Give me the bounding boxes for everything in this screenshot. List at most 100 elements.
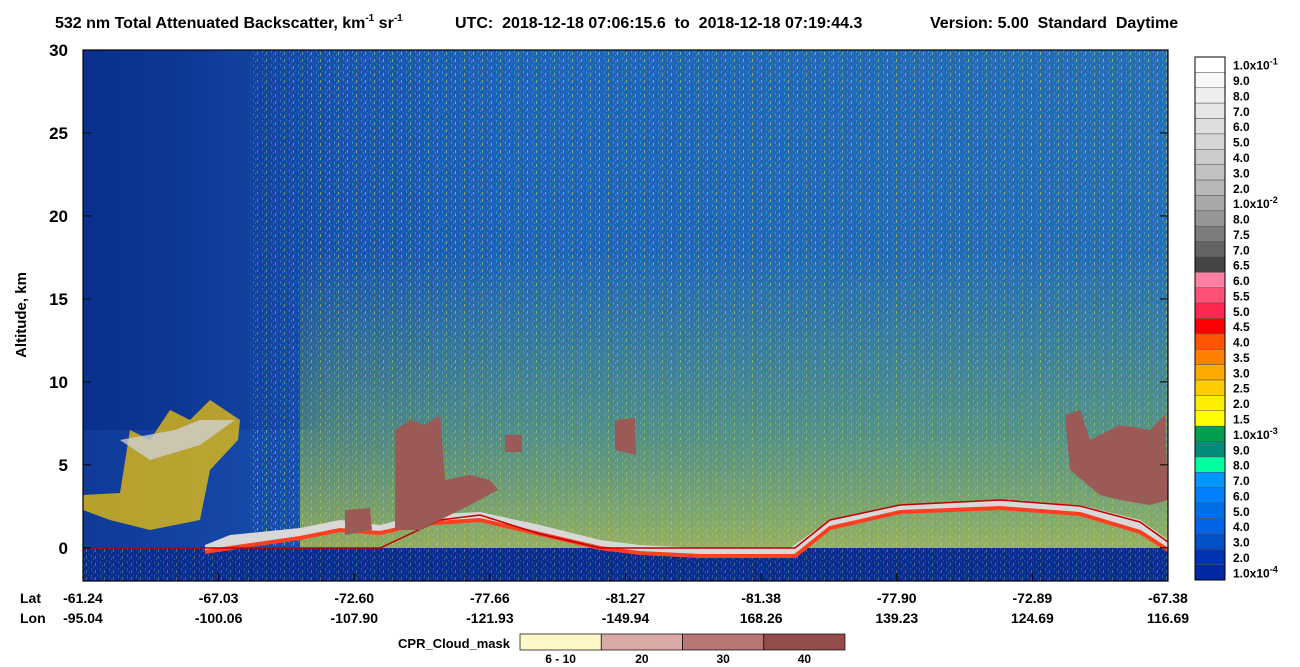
colorbar-label-text: 6.0 (1233, 120, 1250, 134)
backscatter-image (83, 50, 1170, 581)
colorbar-label: 2.0 (1233, 397, 1250, 411)
title-text: 532 nm Total Attenuated Backscatter, km (55, 15, 365, 32)
colorbar-label: 7.5 (1233, 228, 1250, 242)
colorbar-label-text: 3.0 (1233, 166, 1250, 180)
y-tick-label: 20 (49, 207, 68, 226)
colorbar-label-text: 6.0 (1233, 489, 1250, 503)
lat-label: -72.60 (334, 590, 374, 606)
colorbar-label-text: 8.0 (1233, 89, 1250, 103)
colorbar-swatch (1194, 472, 1226, 488)
utc-range: UTC: 2018-12-18 07:06:15.6 to 2018-12-18… (455, 15, 862, 32)
colorbar-swatch (1194, 87, 1226, 104)
colorbar-label: 8.0 (1233, 213, 1250, 227)
colorbar-label: 1.0x10-4 (1233, 564, 1278, 580)
colorbar-swatch (1194, 518, 1226, 535)
colorbar-swatch (1194, 364, 1226, 381)
lat-label: -67.38 (1148, 590, 1188, 606)
colorbar-label: 6.0 (1233, 274, 1250, 288)
colorbar-label: 9.0 (1233, 74, 1250, 88)
colorbar-swatch (1194, 502, 1226, 519)
lat-label: -67.03 (199, 590, 239, 606)
colorbar-label-text: 1.0x10 (1233, 428, 1270, 442)
axes: 0 5 10 15 20 25 30 Lat Lon -61.24 -95.04 -67.03 -100… (20, 41, 1278, 666)
colorbar-swatch (1194, 287, 1226, 304)
colorbar-label-text: 6.5 (1233, 259, 1250, 273)
colorbar-swatch (1194, 333, 1226, 350)
colorbar-label: 9.0 (1233, 443, 1250, 457)
y-tick-label: 5 (59, 456, 68, 475)
colorbar-label: 4.5 (1233, 320, 1250, 334)
colorbar-label-text: 8.0 (1233, 213, 1250, 227)
lon-label: -149.94 (602, 610, 650, 626)
colorbar-label-text: 2.0 (1233, 182, 1250, 196)
lat-row-title: Lat (20, 590, 41, 606)
colorbar-swatch (1194, 533, 1226, 550)
cloud-mask-title: CPR_Cloud_mask (398, 636, 511, 651)
colorbar-swatch (1194, 195, 1226, 212)
colorbar-swatch (1194, 379, 1226, 396)
lon-label: -100.06 (195, 610, 243, 626)
title: 532 nm Total Attenuated Backscatter, km-… (55, 13, 1178, 32)
colorbar-swatch (1194, 272, 1226, 288)
colorbar-label: 7.0 (1233, 243, 1250, 257)
colorbar-label-text: 3.0 (1233, 536, 1250, 550)
cloud-mask-label: 20 (635, 652, 649, 666)
colorbar-label: 2.5 (1233, 382, 1250, 396)
colorbar-label: 3.5 (1233, 351, 1250, 365)
y-axis-label: Altitude, km (13, 272, 30, 358)
colorbar-swatch (1194, 241, 1226, 258)
colorbar-label-sup: -3 (1270, 426, 1278, 436)
colorbar-swatch (1194, 118, 1226, 135)
title-sup: -1 (365, 13, 374, 24)
colorbar-swatch (1194, 425, 1226, 442)
colorbar-label: 3.0 (1233, 366, 1250, 380)
colorbar-label-text: 7.0 (1233, 243, 1250, 257)
colorbar-label: 6.0 (1233, 489, 1250, 503)
colorbar-label: 1.0x10-3 (1233, 426, 1278, 442)
colorbar-swatch (1194, 564, 1226, 581)
lon-label: 124.69 (1011, 610, 1054, 626)
colorbar-swatch (1194, 395, 1226, 412)
colorbar-label: 4.0 (1233, 151, 1250, 165)
y-tick-label: 15 (49, 290, 68, 309)
cloud-mask-label: 30 (716, 652, 730, 666)
colorbar-label-text: 9.0 (1233, 443, 1250, 457)
colorbar-label-text: 2.0 (1233, 397, 1250, 411)
lon-row-title: Lon (20, 610, 46, 626)
colorbar-label-text: 2.0 (1233, 551, 1250, 565)
lat-label: -81.27 (606, 590, 646, 606)
colorbar-label-text: 5.5 (1233, 289, 1250, 303)
colorbar-label-text: 9.0 (1233, 74, 1250, 88)
colorbar-label: 6.5 (1233, 259, 1250, 273)
colorbar-label: 3.0 (1233, 536, 1250, 550)
colorbar-label: 5.0 (1233, 505, 1250, 519)
colorbar-swatch (1194, 210, 1226, 227)
colorbar-label-text: 1.0x10 (1233, 59, 1270, 73)
colorbar-label-text: 4.0 (1233, 151, 1250, 165)
lon-label: -121.93 (466, 610, 514, 626)
colorbar-label-text: 4.0 (1233, 520, 1250, 534)
colorbar-swatch (1194, 548, 1226, 565)
colorbar-label: 1.0x10-2 (1233, 195, 1278, 211)
lat-label: -77.66 (470, 590, 510, 606)
lon-label: 139.23 (875, 610, 918, 626)
colorbar-label-text: 5.0 (1233, 505, 1250, 519)
title-sup: -1 (394, 13, 403, 24)
colorbar-swatch (1194, 164, 1226, 181)
colorbar-label: 6.0 (1233, 120, 1250, 134)
colorbar-swatch (1194, 441, 1226, 458)
colorbar-swatch (1194, 149, 1226, 165)
colorbar-label-text: 7.0 (1233, 105, 1250, 119)
colorbar-swatch (1194, 318, 1226, 335)
colorbar-label-text: 4.5 (1233, 320, 1250, 334)
colorbar-swatch (1194, 487, 1226, 504)
colorbar-swatch (1194, 179, 1226, 196)
cloud-mask-swatch (600, 633, 683, 651)
colorbar-label-sup: -2 (1270, 195, 1278, 205)
colorbar-swatch (1194, 256, 1226, 273)
lat-label: -77.90 (877, 590, 917, 606)
colorbar-label: 7.0 (1233, 474, 1250, 488)
lat-label: -81.38 (741, 590, 781, 606)
colorbar-frame (1194, 56, 1226, 581)
